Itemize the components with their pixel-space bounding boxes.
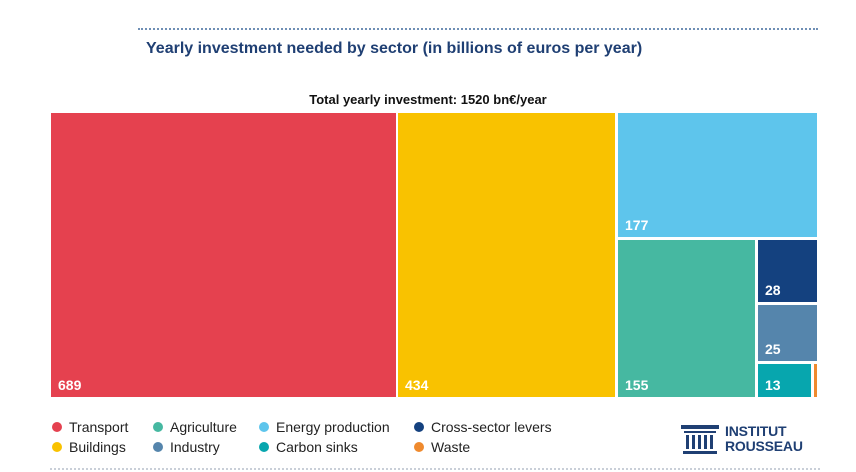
treemap-tile-agriculture [618,240,755,397]
logo-line-2: ROUSSEAU [725,438,803,454]
chart-subtitle: Total yearly investment: 1520 bn€/year [309,92,547,107]
legend-swatch [153,442,163,452]
legend-swatch [153,422,163,432]
legend-swatch [259,442,269,452]
logo-wordmark: INSTITUT ROUSSEAU [725,424,803,454]
treemap-value-label-buildings: 434 [405,377,429,393]
institut-rousseau-logo: INSTITUT ROUSSEAU [681,424,821,456]
columns-icon [681,425,719,454]
legend-swatch [52,422,62,432]
legend-label: Waste [431,439,471,455]
treemap-tile-carbon-sinks [758,364,811,397]
legend-swatch [414,422,424,432]
legend-label: Industry [170,439,220,455]
bottom-dotted-rule [50,468,820,470]
treemap-tile-transport [51,113,396,397]
legend-item-buildings: Buildings [52,439,126,455]
legend-label: Energy production [276,419,390,435]
legend-swatch [259,422,269,432]
legend-item-industry: Industry [153,439,220,455]
legend-label: Transport [69,419,129,435]
legend-label: Buildings [69,439,126,455]
treemap-value-label-industry: 25 [765,341,781,357]
treemap-tile-buildings [398,113,615,397]
legend-swatch [52,442,62,452]
legend-item-transport: Transport [52,419,128,435]
legend-item-waste: Waste [414,439,470,455]
legend-label: Carbon sinks [276,439,358,455]
legend: Transport Agriculture Energy production … [52,419,612,461]
legend-item-agriculture: Agriculture [153,419,237,435]
legend-item-cross-sector-levers: Cross-sector levers [414,419,552,435]
legend-label: Agriculture [170,419,237,435]
treemap-value-label-transport: 689 [58,377,82,393]
treemap-tile-energy-production [618,113,817,237]
logo-line-1: INSTITUT [725,423,787,439]
treemap-value-label-energy-production: 177 [625,217,649,233]
top-dotted-rule [138,28,818,30]
legend-item-energy-production: Energy production [259,419,390,435]
treemap-value-label-cross-sector-levers: 28 [765,282,781,298]
treemap-value-label-carbon-sinks: 13 [765,377,781,393]
treemap-tile-waste [814,364,817,397]
treemap-tile-cross-sector-levers [758,240,817,302]
chart-title: Yearly investment needed by sector (in b… [146,40,643,57]
legend-swatch [414,442,424,452]
legend-label: Cross-sector levers [431,419,552,435]
treemap-value-label-agriculture: 155 [625,377,649,393]
treemap-tile-industry [758,305,817,361]
legend-item-carbon-sinks: Carbon sinks [259,439,358,455]
